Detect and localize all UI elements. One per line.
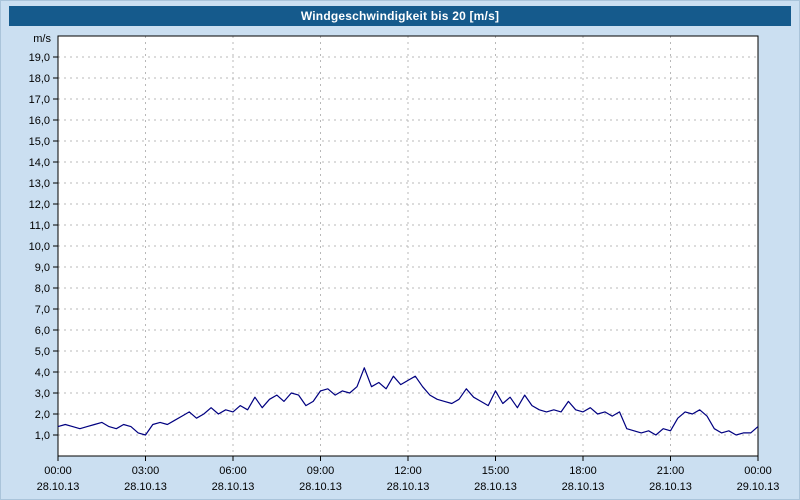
y-tick-label: 9,0 [35, 262, 50, 274]
y-tick-label: 16,0 [29, 115, 50, 127]
x-tick-date-label: 29.10.13 [737, 481, 780, 493]
x-tick-date-label: 28.10.13 [124, 481, 167, 493]
chart-title-bar: Windgeschwindigkeit bis 20 [m/s] [9, 6, 791, 26]
x-tick-time-label: 06:00 [219, 465, 247, 477]
x-tick-date-label: 28.10.13 [387, 481, 430, 493]
y-tick-label: 3,0 [35, 388, 50, 400]
x-tick-time-label: 00:00 [44, 465, 72, 477]
x-tick-time-label: 00:00 [744, 465, 772, 477]
y-tick-label: 7,0 [35, 304, 50, 316]
x-tick-time-label: 09:00 [307, 465, 335, 477]
x-tick-date-label: 28.10.13 [562, 481, 605, 493]
x-tick-time-label: 03:00 [132, 465, 160, 477]
y-tick-label: 6,0 [35, 325, 50, 337]
y-tick-label: 8,0 [35, 283, 50, 295]
x-tick-date-label: 28.10.13 [212, 481, 255, 493]
y-tick-label: 11,0 [29, 220, 50, 232]
y-tick-label: 4,0 [35, 367, 50, 379]
y-axis-unit-label: m/s [33, 33, 51, 45]
y-tick-label: 2,0 [35, 409, 50, 421]
y-tick-label: 19,0 [29, 52, 50, 64]
x-tick-time-label: 18:00 [569, 465, 597, 477]
x-tick-date-label: 28.10.13 [474, 481, 517, 493]
y-tick-label: 17,0 [29, 94, 50, 106]
y-tick-label: 1,0 [35, 430, 50, 442]
y-tick-label: 14,0 [29, 157, 50, 169]
wind-speed-line [57, 367, 759, 436]
y-tick-label: 15,0 [29, 136, 50, 148]
x-tick-date-label: 28.10.13 [299, 481, 342, 493]
x-tick-time-label: 21:00 [657, 465, 685, 477]
x-tick-date-label: 28.10.13 [37, 481, 80, 493]
y-tick-label: 12,0 [29, 199, 50, 211]
wind-speed-chart: m/s 19,0 18,0 17,0 16,0 15,0 14,0 13,0 12,0 11,0 1… [29, 33, 780, 493]
y-tick-label: 10,0 [29, 241, 50, 253]
y-tick-label: 13,0 [29, 178, 50, 190]
x-tick-time-label: 15:00 [482, 465, 510, 477]
y-tick-label: 5,0 [35, 346, 50, 358]
y-tick-label: 18,0 [29, 73, 50, 85]
x-tick-time-label: 12:00 [394, 465, 422, 477]
chart-title: Windgeschwindigkeit bis 20 [m/s] [300, 9, 500, 23]
x-tick-date-label: 28.10.13 [649, 481, 692, 493]
